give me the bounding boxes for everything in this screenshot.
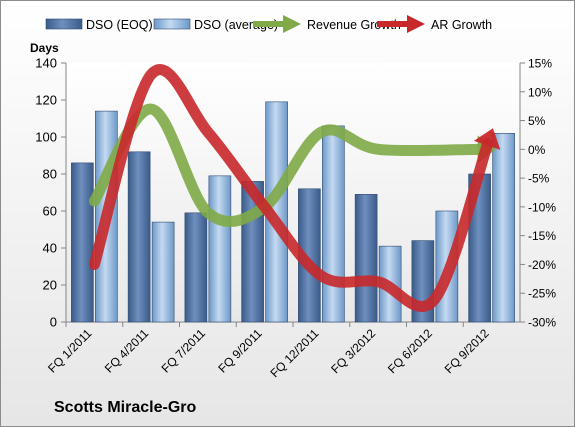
y2-tick-label: 10% [528, 85, 552, 99]
y-tick-label: 0 [50, 315, 57, 330]
bar-dso-eoq [354, 194, 378, 323]
ar-growth-series [88, 64, 501, 312]
y-tick-label: 120 [35, 93, 57, 108]
x-tick-label: FQ 4/2011 [102, 326, 152, 376]
y2-tick-label: 5% [528, 114, 546, 128]
ar-growth-arrowhead [473, 128, 501, 150]
x-tick-label: FQ 9/2011 [215, 326, 265, 376]
legend-swatch [153, 18, 191, 30]
legend-item-dso-eoq: DSO (EOQ) [45, 18, 153, 32]
y-tick-label: 80 [43, 167, 57, 182]
x-tick-label: FQ 12/2011 [267, 326, 321, 380]
y2-tick-label: 15% [528, 57, 552, 71]
legend-swatch-arrow [407, 15, 425, 33]
y-tick-label: 100 [35, 130, 57, 145]
y2-tick-label: -5% [528, 172, 550, 186]
y2-tick-label: -15% [528, 229, 556, 243]
bar-dso-average [492, 133, 515, 323]
x-tick-label: FQ 6/2012 [385, 326, 435, 376]
bar-dso-average [322, 125, 345, 323]
bar-dso-eoq [127, 151, 151, 323]
company-name: Scotts Miracle-Gro [54, 399, 197, 416]
growth-lines [88, 64, 501, 312]
y-tick-label: 60 [43, 204, 57, 219]
y2-tick-label: -10% [528, 200, 556, 214]
y2-tick-label: -30% [528, 316, 556, 330]
y-axis-label: Days [30, 41, 59, 55]
bar-dso-eoq [184, 212, 208, 323]
bar-dso-average [151, 221, 175, 323]
y2-tick-label: 0% [528, 143, 546, 157]
legend: DSO (EOQ) DSO (average) Revenue Growth AR G… [45, 15, 492, 33]
x-tick-label: FQ 9/2012 [442, 326, 492, 376]
bar-dso-eoq [71, 162, 94, 323]
bar-dso-average [208, 175, 232, 323]
legend-swatch-arrow [283, 15, 301, 33]
x-tick-label: FQ 1/2011 [45, 326, 95, 376]
y2-tick-label: -20% [528, 258, 556, 272]
ar-growth-line [88, 64, 494, 312]
legend-swatch [45, 18, 83, 30]
x-tick-label: FQ 3/2012 [328, 326, 378, 376]
y-tick-label: 20 [43, 278, 57, 293]
x-tick-label: FQ 7/2011 [159, 326, 209, 376]
y-tick-label: 140 [35, 56, 57, 71]
legend-label: AR Growth [431, 18, 492, 32]
legend-label: DSO (EOQ) [86, 18, 153, 32]
legend-item-ar-growth: AR Growth [377, 15, 492, 33]
y2-tick-label: -25% [528, 287, 556, 301]
y-tick-label: 40 [43, 241, 57, 256]
